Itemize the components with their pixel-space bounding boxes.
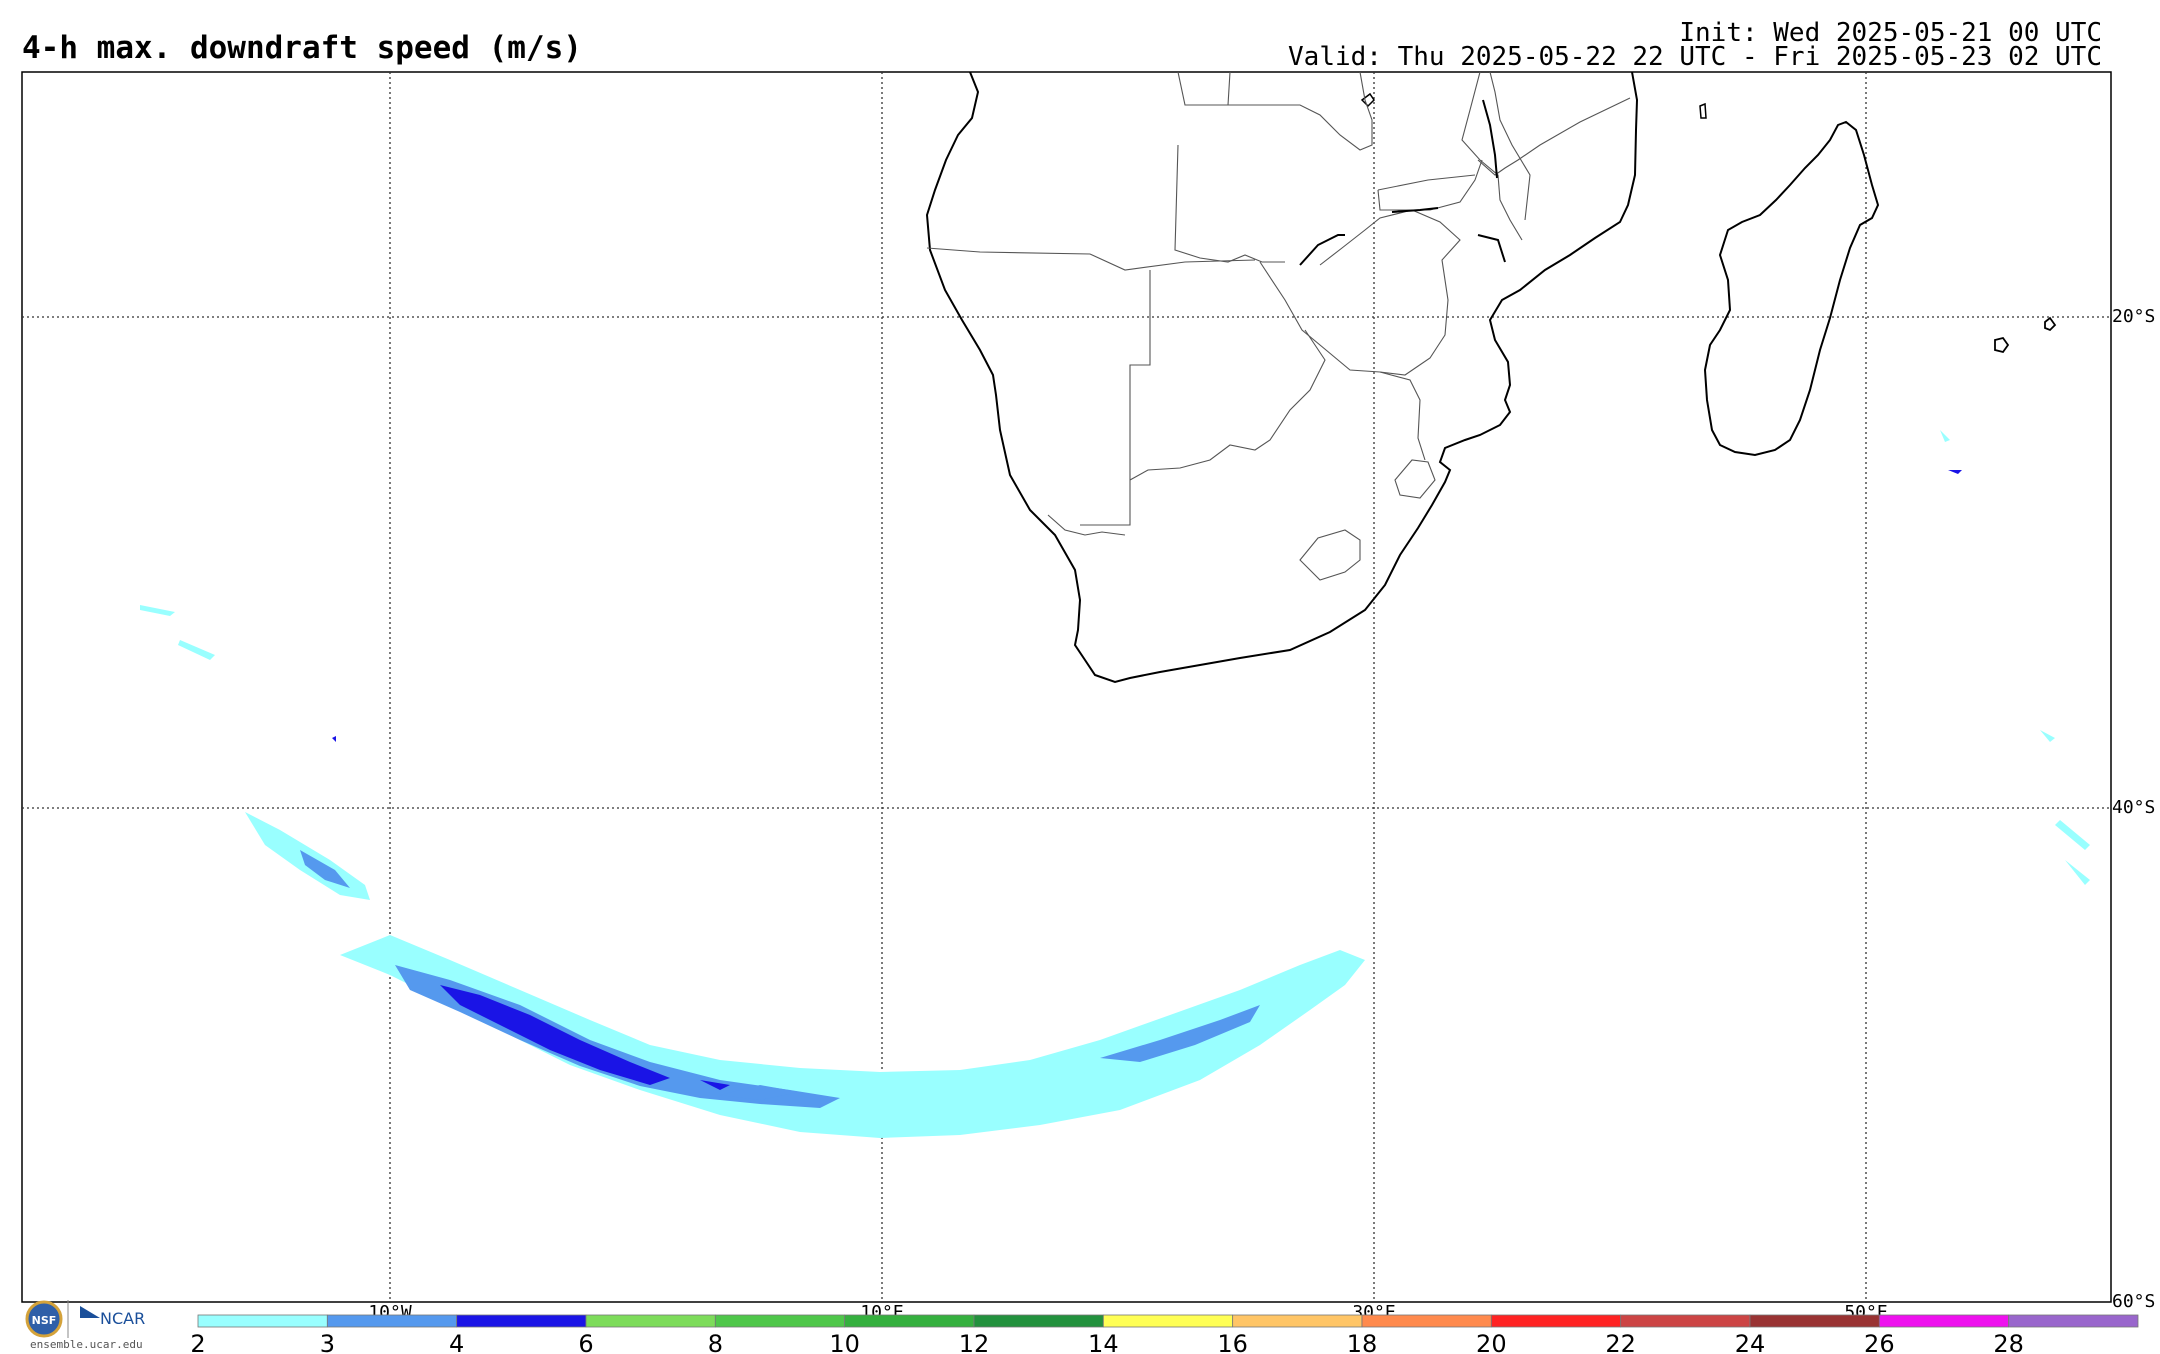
downdraft-field [140,430,2090,1138]
colorbar-tick-label: 2 [190,1330,205,1354]
colorbar-box [1232,1314,1363,1328]
colorbar-tick-label: 24 [1735,1330,1766,1354]
lat-label-20s: 20°S [2112,306,2155,327]
reunion [2044,316,2057,332]
comoros [1699,102,1707,119]
colorbar-box [2008,1314,2139,1328]
colorbar-box [1878,1314,2010,1328]
valid-time: Valid: Thu 2025-05-22 22 UTC - Fri 2025-… [1288,42,2102,72]
ncar-text: NCAR [100,1309,145,1328]
colorbar-tick-label: 6 [578,1330,593,1354]
colorbar-box [456,1314,587,1328]
init-time: Init: Wed 2025-05-21 00 UTC [1679,18,2102,48]
colorbar-box [197,1314,328,1328]
ncar-mark-icon [80,1306,100,1318]
lat-label-60s: 60°S [2112,1291,2155,1312]
map-title: 4-h max. downdraft speed (m/s) [22,30,582,66]
colorbar-tick-label: 10 [829,1330,860,1354]
lakes [1299,99,1506,266]
colorbar-tick-label: 20 [1476,1330,1507,1354]
colorbar-tick-label: 26 [1864,1330,1895,1354]
colorbar-box [1749,1314,1880,1328]
colorbar-tick-label: 22 [1605,1330,1636,1354]
africa-coastline [925,71,1639,684]
colorbar-tick-label: 14 [1088,1330,1119,1354]
colorbar-box [1361,1314,1492,1328]
colorbar-tick-label: 16 [1217,1330,1248,1354]
colorbar-tick-label: 3 [320,1330,335,1354]
colorbar-box [1490,1314,1622,1328]
madagascar [1703,120,1880,457]
colorbar-box [714,1314,846,1328]
nsf-seal-icon [25,1300,63,1338]
ncar-logo: NSF NCAR [25,1300,145,1338]
colorbar: 2 3 4 6 8 10 12 14 16 18 20 22 24 26 28 [190,1314,2139,1354]
colorbar-tick-label: 8 [708,1330,723,1354]
colorbar-box [844,1314,975,1328]
gridlines [22,72,2111,1302]
colorbar-box [585,1314,716,1328]
lat-label-40s: 40°S [2112,797,2155,818]
colorbar-box [326,1314,458,1328]
country-borders [926,71,1631,581]
colorbar-tick-label: 4 [449,1330,464,1354]
colorbar-tick-label: 18 [1347,1330,1378,1354]
colorbar-tick-label: 12 [959,1330,990,1354]
colorbar-box [1620,1314,1751,1328]
nsf-text: NSF [32,1314,57,1327]
colorbar-box [973,1314,1104,1328]
colorbar-box [1102,1314,1234,1328]
colorbar-tick-label: 28 [1993,1330,2024,1354]
mauritius [1994,336,2010,354]
logo-site-text: ensemble.ucar.edu [30,1338,143,1351]
